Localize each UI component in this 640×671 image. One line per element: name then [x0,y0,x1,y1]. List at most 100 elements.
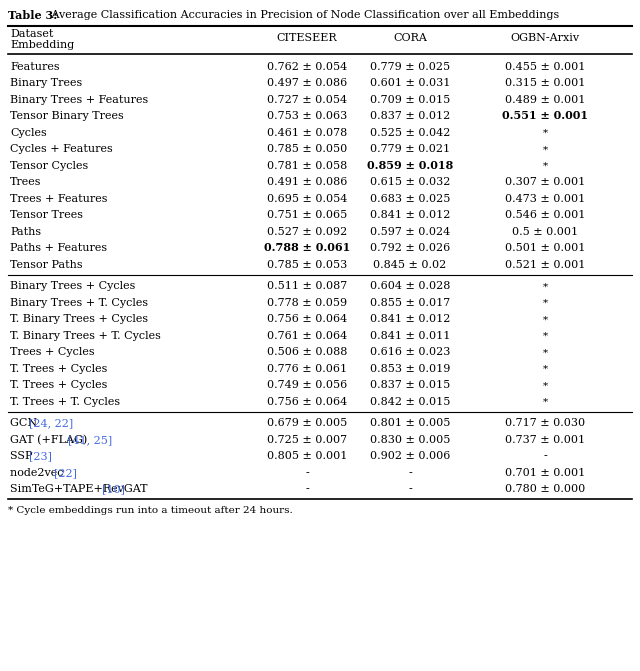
Text: Embedding: Embedding [10,40,74,50]
Text: 0.489 ± 0.001: 0.489 ± 0.001 [505,95,585,105]
Text: 0.749 ± 0.056: 0.749 ± 0.056 [267,380,347,391]
Text: CITESEER: CITESEER [276,33,337,43]
Text: 0.683 ± 0.025: 0.683 ± 0.025 [370,194,450,204]
Text: 0.461 ± 0.078: 0.461 ± 0.078 [267,128,347,138]
Text: 0.307 ± 0.001: 0.307 ± 0.001 [505,177,585,187]
Text: Binary Trees + T. Cycles: Binary Trees + T. Cycles [10,298,148,308]
Text: 0.615 ± 0.032: 0.615 ± 0.032 [370,177,450,187]
Text: 0.455 ± 0.001: 0.455 ± 0.001 [505,62,585,72]
Text: 0.780 ± 0.000: 0.780 ± 0.000 [505,484,585,495]
Text: OGBN-Arxiv: OGBN-Arxiv [511,33,580,43]
Text: 0.527 ± 0.092: 0.527 ± 0.092 [267,227,347,237]
Text: 0.785 ± 0.053: 0.785 ± 0.053 [267,260,347,270]
Text: 0.511 ± 0.087: 0.511 ± 0.087 [267,281,347,291]
Text: [24, 22]: [24, 22] [29,419,74,428]
Text: 0.845 ± 0.02: 0.845 ± 0.02 [373,260,447,270]
Text: 0.830 ± 0.005: 0.830 ± 0.005 [370,435,450,445]
Text: Tensor Binary Trees: Tensor Binary Trees [10,111,124,121]
Text: 0.779 ± 0.025: 0.779 ± 0.025 [370,62,450,72]
Text: Dataset: Dataset [10,29,53,39]
Text: *: * [543,365,548,374]
Text: 0.737 ± 0.001: 0.737 ± 0.001 [505,435,585,445]
Text: 0.525 ± 0.042: 0.525 ± 0.042 [370,128,450,138]
Text: 0.679 ± 0.005: 0.679 ± 0.005 [267,419,347,428]
Text: 0.761 ± 0.064: 0.761 ± 0.064 [267,331,347,341]
Text: *: * [543,146,548,154]
Text: 0.841 ± 0.012: 0.841 ± 0.012 [370,315,450,324]
Text: *: * [543,162,548,171]
Text: 0.491 ± 0.086: 0.491 ± 0.086 [267,177,347,187]
Text: GCN: GCN [10,419,40,428]
Text: Cycles: Cycles [10,128,47,138]
Text: *: * [543,299,548,308]
Text: T. Trees + T. Cycles: T. Trees + T. Cycles [10,397,120,407]
Text: 0.616 ± 0.023: 0.616 ± 0.023 [370,348,450,358]
Text: 0.497 ± 0.086: 0.497 ± 0.086 [267,79,347,89]
Text: 0.841 ± 0.012: 0.841 ± 0.012 [370,211,450,220]
Text: Paths + Features: Paths + Features [10,244,107,254]
Text: 0.785 ± 0.050: 0.785 ± 0.050 [267,144,347,154]
Text: *: * [543,381,548,391]
Text: Trees + Cycles: Trees + Cycles [10,348,95,358]
Text: 0.546 ± 0.001: 0.546 ± 0.001 [505,211,585,220]
Text: Average Classification Accuracies in Precision of Node Classification over all E: Average Classification Accuracies in Pre… [48,10,559,20]
Text: T. Binary Trees + Cycles: T. Binary Trees + Cycles [10,315,148,324]
Text: 0.551 ± 0.001: 0.551 ± 0.001 [502,111,588,121]
Text: Tensor Paths: Tensor Paths [10,260,83,270]
Text: Table 3:: Table 3: [8,10,57,21]
Text: 0.801 ± 0.005: 0.801 ± 0.005 [370,419,450,428]
Text: 0.788 ± 0.061: 0.788 ± 0.061 [264,242,350,254]
Text: -: - [408,468,412,478]
Text: 0.597 ± 0.024: 0.597 ± 0.024 [370,227,450,237]
Text: -: - [305,484,309,495]
Text: T. Binary Trees + T. Cycles: T. Binary Trees + T. Cycles [10,331,161,341]
Text: -: - [305,468,309,478]
Text: *: * [543,398,548,407]
Text: 0.601 ± 0.031: 0.601 ± 0.031 [370,79,450,89]
Text: T. Trees + Cycles: T. Trees + Cycles [10,364,108,374]
Text: 0.756 ± 0.064: 0.756 ± 0.064 [267,315,347,324]
Text: Features: Features [10,62,60,72]
Text: *: * [543,332,548,341]
Text: 0.779 ± 0.021: 0.779 ± 0.021 [370,144,450,154]
Text: 0.841 ± 0.011: 0.841 ± 0.011 [370,331,450,341]
Text: 0.709 ± 0.015: 0.709 ± 0.015 [370,95,450,105]
Text: 0.753 ± 0.063: 0.753 ± 0.063 [267,111,347,121]
Text: 0.902 ± 0.006: 0.902 ± 0.006 [370,452,450,462]
Text: 0.837 ± 0.015: 0.837 ± 0.015 [370,380,450,391]
Text: 0.604 ± 0.028: 0.604 ± 0.028 [370,281,450,291]
Text: Tensor Trees: Tensor Trees [10,211,83,220]
Text: 0.751 ± 0.065: 0.751 ± 0.065 [267,211,347,220]
Text: *: * [543,348,548,358]
Text: [23]: [23] [29,452,52,462]
Text: 0.315 ± 0.001: 0.315 ± 0.001 [505,79,585,89]
Text: 0.5 ± 0.001: 0.5 ± 0.001 [512,227,578,237]
Text: SSP: SSP [10,452,36,462]
Text: 0.756 ± 0.064: 0.756 ± 0.064 [267,397,347,407]
Text: Tensor Cycles: Tensor Cycles [10,161,88,171]
Text: Cycles + Features: Cycles + Features [10,144,113,154]
Text: Trees: Trees [10,177,42,187]
Text: T. Trees + Cycles: T. Trees + Cycles [10,380,108,391]
Text: 0.701 ± 0.001: 0.701 ± 0.001 [505,468,585,478]
Text: 0.781 ± 0.058: 0.781 ± 0.058 [267,161,347,171]
Text: 0.501 ± 0.001: 0.501 ± 0.001 [505,244,585,254]
Text: SimTeG+TAPE+RevGAT: SimTeG+TAPE+RevGAT [10,484,151,495]
Text: GAT (+FLAG): GAT (+FLAG) [10,435,91,445]
Text: 0.695 ± 0.054: 0.695 ± 0.054 [267,194,347,204]
Text: Paths: Paths [10,227,41,237]
Text: 0.792 ± 0.026: 0.792 ± 0.026 [370,244,450,254]
Text: 0.762 ± 0.054: 0.762 ± 0.054 [267,62,347,72]
Text: 0.521 ± 0.001: 0.521 ± 0.001 [505,260,585,270]
Text: 0.859 ± 0.018: 0.859 ± 0.018 [367,160,453,171]
Text: 0.837 ± 0.012: 0.837 ± 0.012 [370,111,450,121]
Text: Binary Trees + Features: Binary Trees + Features [10,95,148,105]
Text: 0.855 ± 0.017: 0.855 ± 0.017 [370,298,450,308]
Text: Binary Trees: Binary Trees [10,79,83,89]
Text: CORA: CORA [393,33,427,43]
Text: 0.727 ± 0.054: 0.727 ± 0.054 [267,95,347,105]
Text: *: * [543,129,548,138]
Text: 0.778 ± 0.059: 0.778 ± 0.059 [267,298,347,308]
Text: [41, 25]: [41, 25] [68,435,113,445]
Text: -: - [408,484,412,495]
